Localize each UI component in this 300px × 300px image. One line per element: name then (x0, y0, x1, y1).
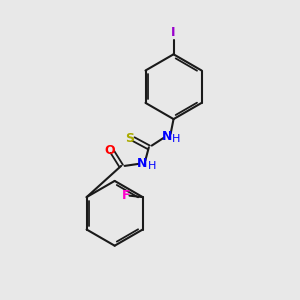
Text: F: F (122, 189, 130, 202)
Text: N: N (162, 130, 172, 143)
Text: O: O (105, 144, 115, 157)
Text: S: S (125, 132, 134, 145)
Text: H: H (148, 161, 156, 171)
Text: N: N (137, 157, 148, 170)
Text: H: H (172, 134, 181, 143)
Text: I: I (171, 26, 176, 39)
